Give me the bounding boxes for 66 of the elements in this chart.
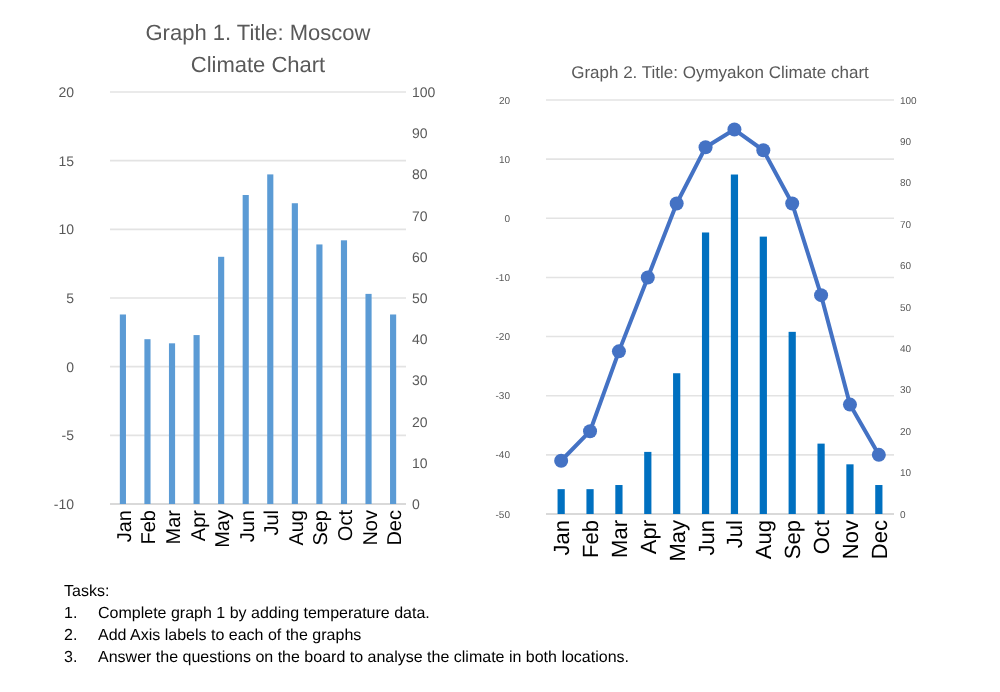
text: 3. Answer the questions on the board to analyse the climate in both locations. (64, 648, 629, 666)
x-tick-label: Mar (608, 519, 633, 558)
bar (119, 314, 126, 504)
text: 1. Complete graph 1 by adding temperature data. (64, 604, 430, 622)
x-tick-label: Sep (311, 509, 334, 546)
bar (788, 331, 796, 514)
bar (701, 232, 710, 514)
x-tick-label: Apr (188, 508, 211, 542)
point (756, 143, 771, 158)
x-tick-label: Jan (551, 520, 576, 556)
point (640, 270, 655, 285)
chart-title: Graph 2. Title: Oymyakon Climate chart (571, 62, 871, 82)
x-tick-label: Apr (637, 519, 662, 555)
bar (242, 195, 249, 504)
bar (168, 343, 176, 504)
x-tick-label: Jun (695, 520, 720, 556)
x-tick-label: Oct (335, 509, 358, 542)
x-tick-label: Jul (262, 510, 285, 536)
x-tick-label: May (213, 510, 236, 548)
x-tick-label: Dec (868, 519, 893, 560)
x-tick-label: Aug (286, 510, 309, 546)
bar (316, 244, 323, 504)
x-tick-label: Dec (385, 510, 408, 546)
bar (218, 256, 225, 504)
point (785, 196, 800, 211)
x-tick-label: Sep (782, 520, 807, 560)
point (698, 140, 713, 155)
text: 2. Add Axis labels to each of the graphs (64, 626, 362, 644)
bar (557, 489, 565, 514)
text: Tasks: (64, 582, 110, 600)
x-tick-label: Oct (811, 520, 836, 555)
bar (267, 174, 274, 504)
bar (586, 489, 594, 514)
x-tick-label: Aug (753, 520, 778, 560)
point (814, 288, 829, 303)
point (669, 196, 684, 211)
bar (817, 443, 825, 514)
bar (730, 174, 739, 514)
x-tick-label: Jan (114, 510, 137, 543)
chart-title: Graph 1. Title: Moscow Climate Chart (145, 22, 371, 78)
bar (644, 451, 652, 514)
point (611, 344, 626, 359)
x-tick-label: Jun (237, 510, 260, 543)
bar (673, 373, 681, 514)
bar (759, 236, 767, 514)
point (842, 397, 857, 412)
bar (365, 293, 372, 504)
point (583, 424, 598, 439)
x-tick-label: Mar (164, 508, 187, 545)
bar (846, 464, 854, 514)
bar (390, 314, 397, 504)
x-tick-label: Feb (139, 509, 162, 545)
bar (875, 485, 883, 514)
x-tick-label: May (666, 519, 691, 562)
x-tick-label: Jul (724, 520, 749, 549)
bar (340, 240, 348, 504)
bar (144, 339, 151, 504)
x-tick-label: Nov (360, 510, 383, 546)
point (871, 447, 886, 462)
x-tick-label: Nov (839, 519, 864, 560)
x-tick-label: Feb (580, 520, 605, 558)
bar (615, 485, 623, 514)
point (554, 453, 569, 468)
bar (291, 203, 298, 504)
point (727, 122, 742, 137)
bar (193, 335, 200, 504)
